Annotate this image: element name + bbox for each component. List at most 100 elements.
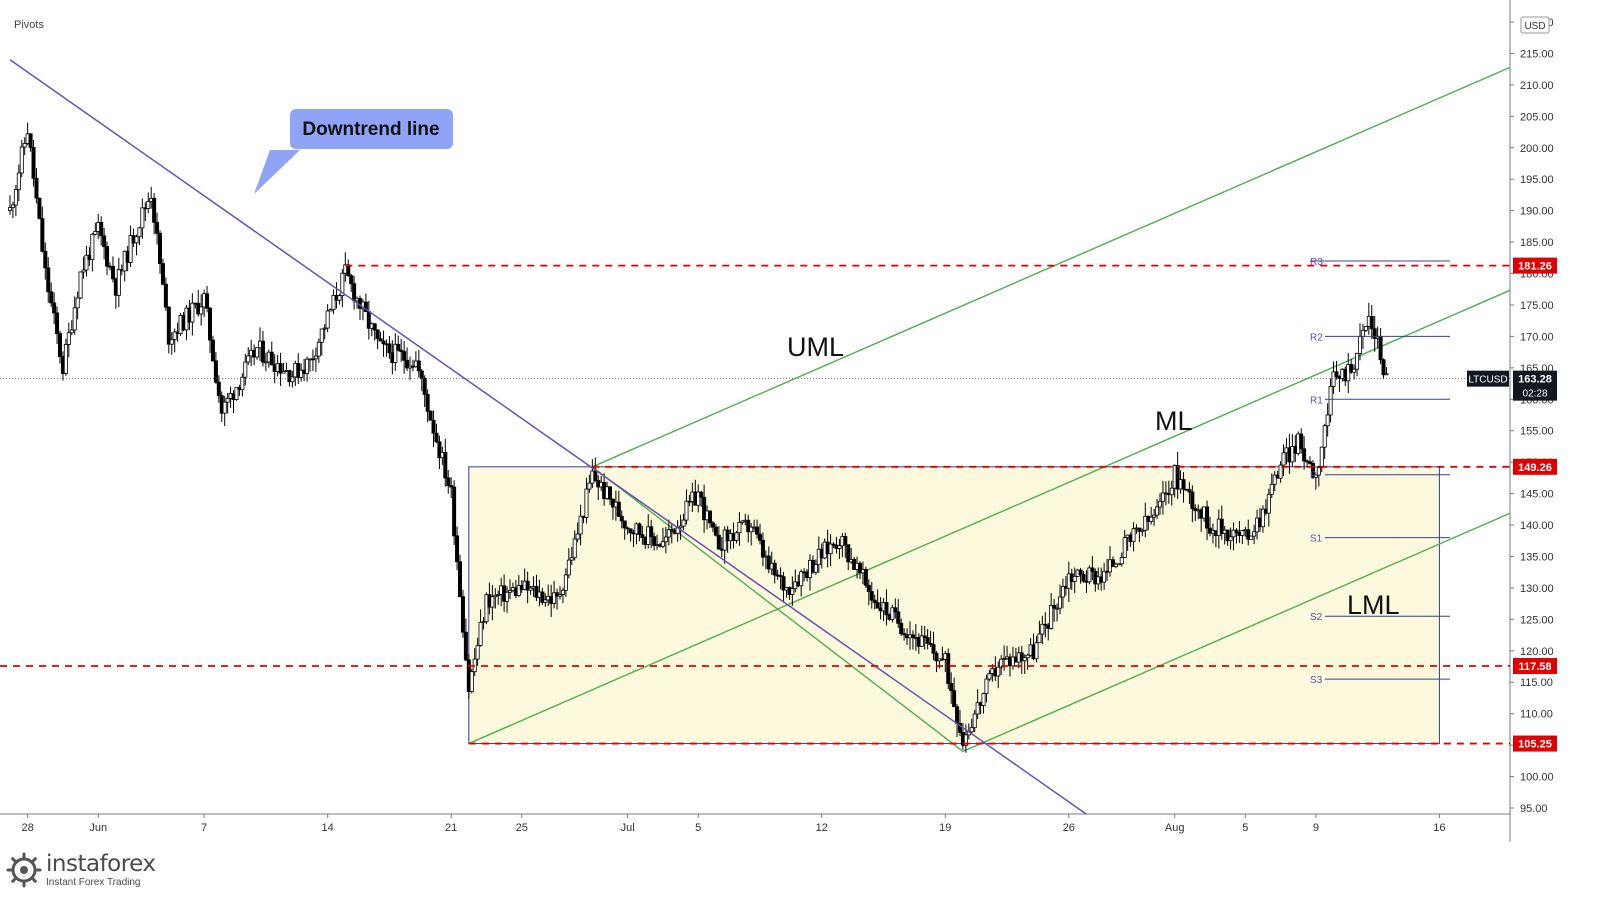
candle-body — [987, 673, 992, 680]
candle — [813, 559, 818, 575]
candle — [755, 519, 760, 539]
candle-body — [281, 371, 286, 374]
y-tick-label: 135.00 — [1520, 551, 1554, 563]
candle — [55, 306, 60, 344]
candle — [846, 544, 851, 571]
candle-body — [1381, 359, 1386, 376]
candle-body — [1328, 385, 1333, 416]
candle — [402, 340, 407, 374]
brand-tagline: Instant Forex Trading — [46, 876, 141, 888]
candle — [799, 569, 804, 597]
candle-body — [205, 293, 210, 309]
candle-body — [84, 254, 89, 271]
candle-body — [1240, 530, 1245, 536]
brand-logo: instaforex Instant Forex Trading — [6, 850, 162, 890]
x-axis: 28 Jun 7 14 21 25 Jul 5 12 19 26 Aug 5 9 16 — [0, 813, 1510, 834]
candle-body — [928, 642, 933, 646]
candle-body — [1355, 353, 1360, 370]
candles — [7, 122, 1389, 753]
candle — [1272, 471, 1277, 492]
candle — [496, 590, 501, 605]
candle-body — [234, 387, 239, 400]
candle — [328, 308, 333, 312]
candle-body — [1122, 537, 1127, 558]
pivot-label-r2: R2 — [1310, 332, 1323, 343]
candle-body — [155, 221, 160, 234]
label-uml: UML — [787, 332, 844, 362]
candle — [637, 522, 642, 542]
candle — [660, 527, 665, 549]
candle — [322, 324, 327, 340]
candle — [1381, 358, 1386, 379]
candle-body — [1225, 529, 1230, 542]
candle-body — [399, 349, 404, 352]
y-tick-label: 170.00 — [1520, 331, 1554, 343]
candle-body — [225, 398, 230, 403]
candle-body — [663, 536, 668, 543]
pivot-label-r1: R1 — [1310, 395, 1323, 406]
candle — [1231, 522, 1236, 551]
candle-body — [710, 522, 715, 528]
candle — [778, 567, 783, 590]
candle-body — [152, 197, 157, 223]
candle-body — [1334, 371, 1339, 377]
candle — [1058, 584, 1063, 615]
candle — [172, 328, 177, 353]
candle-body — [899, 622, 904, 635]
candle — [449, 477, 454, 499]
candle-body — [402, 351, 407, 361]
candle — [213, 351, 218, 384]
candle — [478, 609, 483, 647]
candle — [975, 689, 980, 720]
x-tick-label: Jul — [621, 822, 635, 834]
candle — [425, 389, 430, 423]
x-tick-label: 12 — [816, 822, 828, 834]
candle-body — [37, 197, 42, 219]
candle — [952, 677, 957, 708]
candle — [619, 510, 624, 529]
candle-body — [460, 596, 465, 633]
candle — [99, 216, 104, 246]
candle-body — [640, 534, 645, 538]
candle — [652, 532, 657, 551]
candle-body — [243, 361, 248, 378]
candle-body — [69, 329, 74, 334]
candle — [746, 514, 751, 543]
candle — [922, 626, 927, 650]
candle-body — [99, 222, 104, 237]
candle — [63, 338, 68, 376]
candle-body — [563, 574, 568, 591]
candle — [490, 585, 495, 621]
pivot-label-s3: S3 — [1310, 675, 1323, 686]
level-price-tag — [1513, 658, 1557, 675]
candle-body — [1299, 433, 1304, 450]
candle-body — [363, 301, 368, 312]
candle-body — [169, 339, 174, 345]
y-tick-label: 145.00 — [1520, 489, 1554, 501]
candle-body — [587, 482, 592, 490]
candle-body — [1360, 329, 1365, 337]
candle — [710, 520, 715, 533]
candle-body — [1090, 567, 1095, 572]
candle-body — [649, 526, 654, 538]
candle-body — [1372, 328, 1377, 339]
candle-body — [263, 361, 268, 364]
candle — [137, 226, 142, 245]
candle — [622, 520, 627, 540]
candle — [457, 554, 462, 598]
candle — [1355, 352, 1360, 377]
candle-body — [713, 526, 718, 536]
candle — [263, 352, 268, 372]
candle — [1299, 428, 1304, 454]
candle-body — [1072, 575, 1077, 582]
indicator-label: Pivots — [14, 19, 44, 31]
candle-body — [375, 329, 380, 339]
candle — [446, 470, 451, 494]
candle — [16, 164, 21, 202]
ticker-price: 163.28 — [1518, 374, 1552, 386]
callout-text: Downtrend line — [302, 119, 439, 140]
candle-body — [319, 328, 324, 343]
candle — [1181, 472, 1186, 503]
